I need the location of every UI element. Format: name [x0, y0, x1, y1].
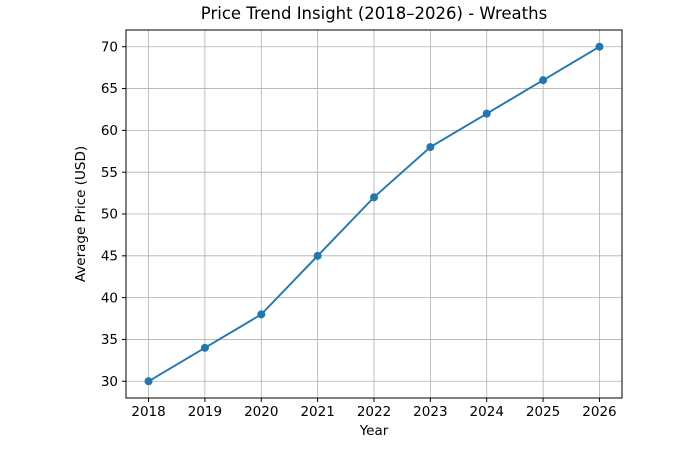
x-tick-label: 2024: [470, 404, 504, 420]
data-point: [144, 377, 153, 386]
y-tick-label: 50: [101, 207, 118, 223]
data-point: [257, 310, 266, 319]
x-tick-label: 2025: [526, 404, 560, 420]
y-tick-label: 55: [101, 165, 118, 181]
y-tick-label: 40: [101, 290, 118, 306]
data-point: [426, 143, 435, 152]
data-point: [595, 42, 604, 51]
x-tick-label: 2021: [300, 404, 334, 420]
y-tick-label: 65: [101, 81, 118, 97]
y-tick-label: 45: [101, 249, 118, 265]
data-point: [539, 76, 548, 85]
x-tick-label: 2026: [582, 404, 616, 420]
x-tick-label: 2019: [188, 404, 222, 420]
y-tick-label: 35: [101, 332, 118, 348]
data-point: [370, 193, 378, 202]
x-axis-label: Year: [359, 423, 389, 439]
data-point: [482, 109, 491, 118]
x-tick-label: 2023: [413, 404, 447, 420]
data-point: [200, 343, 209, 352]
data-point: [313, 251, 322, 260]
y-axis-label: Average Price (USD): [73, 145, 89, 283]
y-tick-label: 70: [101, 39, 118, 55]
y-tick-label: 60: [101, 123, 118, 139]
x-tick-label: 2018: [131, 404, 165, 420]
x-tick-label: 2020: [244, 404, 278, 420]
chart-title: Price Trend Insight (2018–2026) - Wreath…: [200, 4, 548, 23]
y-tick-label: 30: [101, 374, 118, 390]
x-tick-label: 2022: [357, 404, 391, 420]
